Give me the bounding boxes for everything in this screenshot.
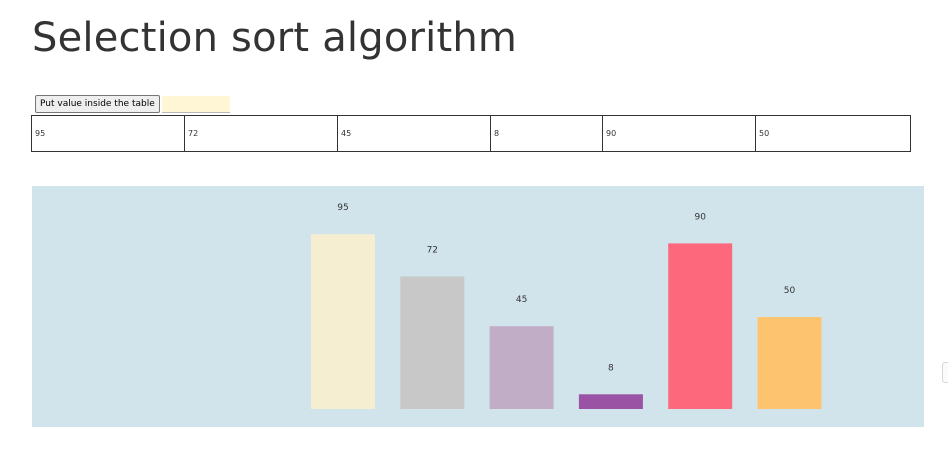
bar-45 (489, 326, 554, 409)
bar-value-label: 90 (694, 212, 706, 222)
bar-value-label: 50 (784, 286, 796, 296)
side-tab[interactable] (942, 362, 948, 383)
page-title: Selection sort algorithm (32, 15, 518, 61)
table-cell: 72 (184, 115, 338, 152)
table-cell: 8 (490, 115, 603, 152)
table-cell: 45 (337, 115, 491, 152)
values-table: 95 72 45 8 90 50 (31, 115, 911, 152)
bar-value-label: 95 (337, 203, 348, 213)
value-controls: Put value inside the table (35, 95, 230, 113)
table-cell: 50 (755, 115, 911, 152)
bar-8 (578, 394, 643, 409)
bar-95 (311, 234, 375, 409)
bar-chart-area: 95 72 45 8 90 50 (32, 186, 924, 427)
bar-chart: 95 72 45 8 90 50 (311, 203, 822, 409)
put-value-button[interactable]: Put value inside the table (35, 95, 160, 113)
table-cell: 90 (602, 115, 756, 152)
bar-72 (400, 276, 465, 409)
value-input[interactable] (161, 96, 230, 113)
table-row: 95 72 45 8 90 50 (31, 115, 911, 152)
bar-value-label: 8 (608, 363, 614, 373)
bar-value-label: 72 (427, 246, 438, 256)
bar-value-label: 45 (516, 295, 527, 305)
table-cell: 95 (31, 115, 185, 152)
bar-90 (668, 243, 733, 409)
bar-50 (757, 317, 822, 409)
